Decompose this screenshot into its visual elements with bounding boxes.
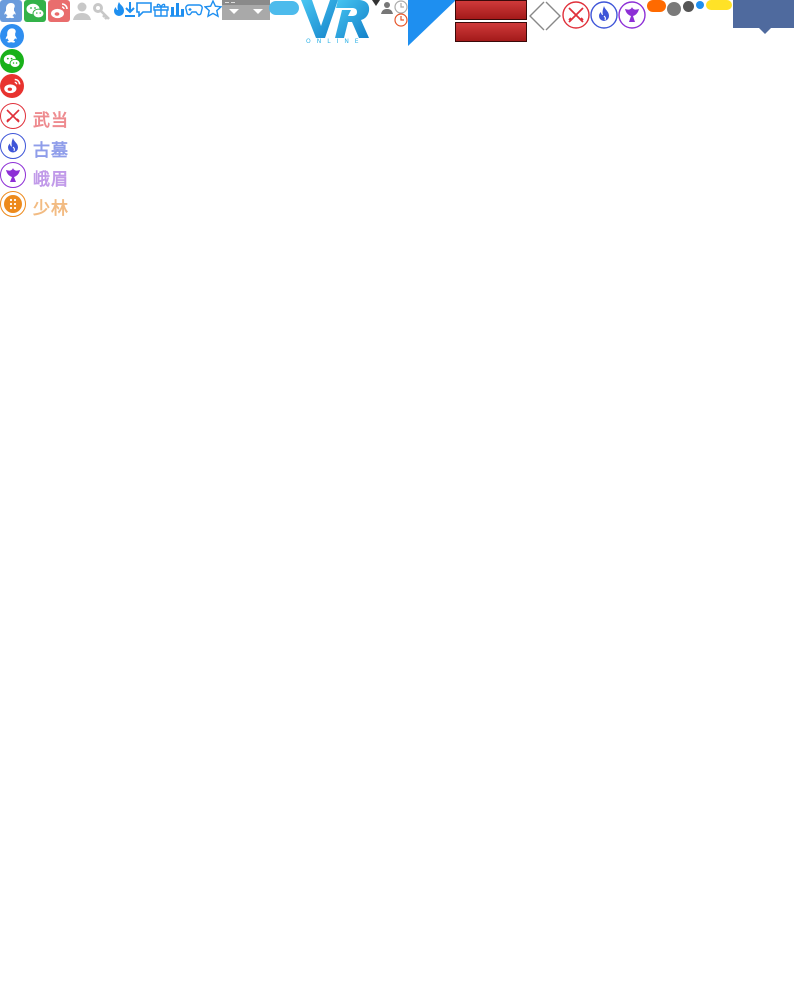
swords-icon [0, 103, 26, 129]
hot-icon[interactable] [112, 1, 126, 17]
blue-dot[interactable] [696, 1, 704, 9]
vr-logo: ONLINE [300, 0, 376, 48]
sect-label: 武当 [33, 111, 69, 131]
sect-button-wudang[interactable] [562, 1, 590, 29]
gamepad-icon[interactable] [185, 1, 203, 17]
star-icon[interactable] [204, 0, 222, 18]
dropdown-toggle-2[interactable] [246, 0, 270, 20]
sect-item-wudang[interactable]: 武当 [0, 103, 80, 131]
red-button-top[interactable] [455, 0, 527, 20]
dropdown-toggle-1[interactable] [222, 0, 246, 20]
wechat-share-button[interactable] [24, 0, 46, 22]
sect-item-shaolin[interactable]: 少林 [0, 191, 80, 219]
toggle-pill[interactable] [269, 1, 299, 15]
weibo-icon [51, 3, 68, 19]
chart-icon[interactable] [169, 1, 185, 17]
grey-dot-medium[interactable] [683, 1, 694, 12]
wechat-side-button[interactable] [0, 49, 24, 73]
wechat-icon [3, 54, 21, 68]
gift-icon[interactable] [153, 1, 169, 17]
sect-item-gumu[interactable]: 古墓 [0, 133, 80, 161]
qq-icon [5, 28, 17, 43]
grey-dot-large[interactable] [667, 2, 681, 16]
qq-side-button[interactable] [0, 24, 24, 48]
avatar-icon[interactable] [380, 1, 394, 14]
wechat-icon [26, 3, 45, 19]
sect-button-emei[interactable] [618, 1, 646, 29]
user-icon[interactable] [72, 1, 92, 21]
phoenix-icon [0, 162, 26, 188]
orange-pill[interactable] [647, 0, 666, 12]
clock-icon-orange [394, 13, 408, 27]
weibo-icon [4, 78, 21, 94]
clock-icon [394, 0, 408, 14]
sect-label: 古墓 [33, 141, 69, 161]
qq-share-button[interactable] [0, 0, 22, 22]
arrow-right-icon[interactable] [545, 1, 561, 31]
sect-button-gumu[interactable] [590, 1, 618, 29]
weibo-share-button[interactable] [48, 0, 70, 22]
comment-icon[interactable] [136, 1, 152, 17]
flame-icon [0, 133, 26, 159]
sect-label: 峨眉 [33, 170, 69, 190]
weibo-side-button[interactable] [0, 74, 24, 98]
key-icon[interactable] [91, 1, 111, 21]
blue-tab[interactable] [733, 0, 794, 28]
qq-icon [4, 3, 16, 19]
arrow-left-icon[interactable] [529, 1, 545, 31]
beads-icon [0, 191, 26, 217]
corner-triangle [408, 0, 456, 46]
yellow-pill[interactable] [706, 0, 732, 10]
red-button-bottom[interactable] [455, 22, 527, 42]
download-icon[interactable] [124, 1, 136, 17]
blue-tab-pointer [759, 28, 771, 34]
caret-down-icon[interactable] [372, 0, 380, 6]
sect-item-emei[interactable]: 峨眉 [0, 162, 80, 190]
sect-label: 少林 [33, 199, 69, 219]
logo-subtitle: ONLINE [306, 38, 365, 45]
